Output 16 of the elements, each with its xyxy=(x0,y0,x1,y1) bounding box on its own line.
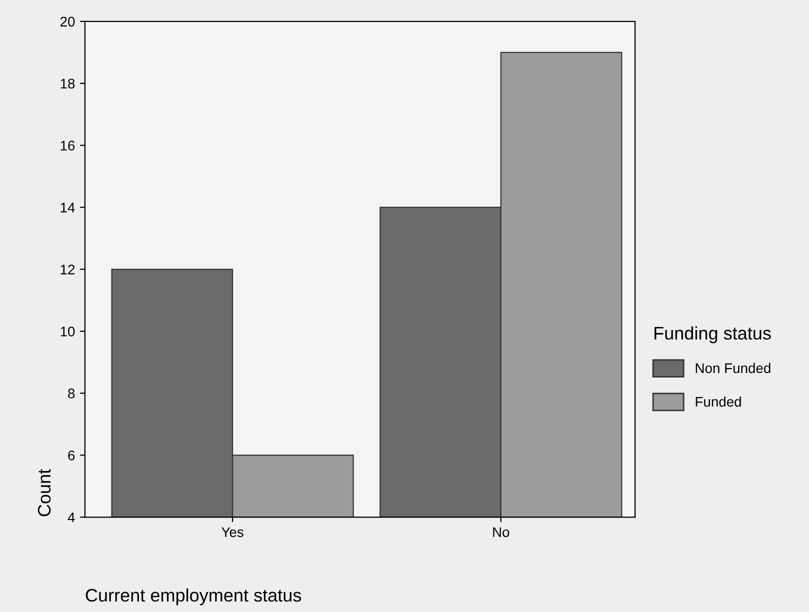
y-tick-label: 18 xyxy=(60,78,75,89)
y-tick-label: 4 xyxy=(68,512,75,522)
y-tick-label: 10 xyxy=(60,326,75,336)
legend-label: Non Funded xyxy=(696,362,770,374)
y-tick-label: 14 xyxy=(60,202,75,212)
legend-title: Funding status xyxy=(654,326,771,344)
y-tick-label: 12 xyxy=(60,264,75,274)
y-axis-title: Count xyxy=(38,469,51,516)
y-tick-label: 20 xyxy=(60,16,75,27)
legend-label: Funded xyxy=(696,396,741,407)
y-tick-label: 8 xyxy=(68,388,75,398)
x-axis-title: Current employment status xyxy=(86,588,302,606)
x-tick-label: Yes xyxy=(222,527,244,538)
y-tick-label: 6 xyxy=(68,450,75,460)
x-tick-label: No xyxy=(493,527,510,538)
y-tick-label: 16 xyxy=(60,140,75,151)
